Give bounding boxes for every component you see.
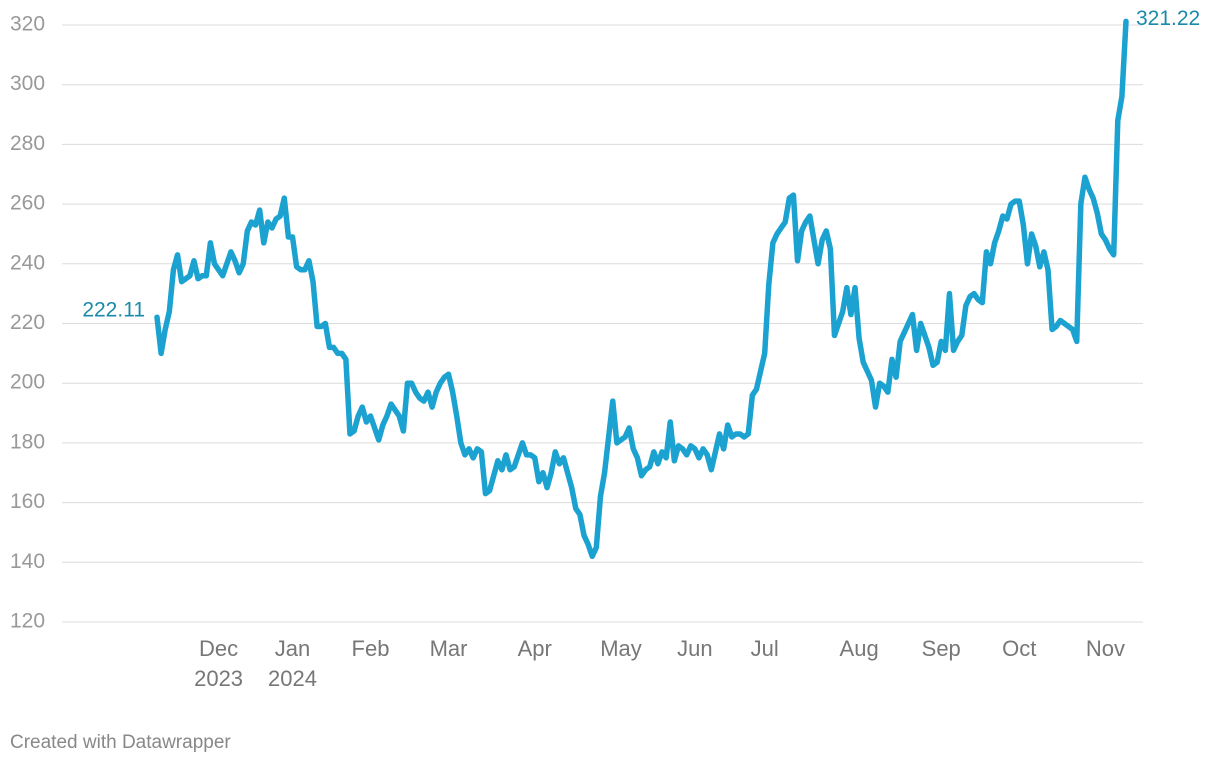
value-label: 222.11	[82, 299, 145, 322]
x-tick-label: Dec 2023	[194, 636, 244, 691]
y-tick-label: 300	[10, 72, 45, 95]
x-tick-label: Jun	[677, 636, 713, 661]
x-tick-label: Jan 2024	[268, 636, 317, 691]
x-tick-label: May	[600, 636, 642, 661]
x-tick-label: Mar	[429, 636, 468, 661]
value-label: 321.22	[1136, 7, 1200, 30]
x-tick-label: Jul	[750, 636, 779, 661]
y-tick-label: 320	[10, 13, 45, 36]
y-tick-label: 240	[10, 251, 45, 274]
x-tick-label: Sep	[921, 636, 961, 661]
y-tick-label: 120	[10, 610, 45, 633]
y-tick-label: 220	[10, 311, 45, 334]
x-tick-label: Feb	[351, 636, 390, 661]
y-tick-label: 200	[10, 371, 45, 394]
x-tick-label: Nov	[1085, 636, 1126, 661]
plot-area: 120 140 160 180 200 220 240 260 280 300 320 222.11 3…	[10, 7, 1200, 633]
footer: Created with Datawrapper	[10, 732, 231, 753]
x-tick-label: Apr	[517, 636, 552, 661]
y-tick-label: 160	[10, 490, 45, 513]
y-tick-label: 280	[10, 132, 45, 155]
y-tick-label: 260	[10, 192, 45, 215]
x-tick-label: Oct	[1002, 636, 1037, 661]
x-tick-label: Aug	[839, 636, 879, 661]
y-tick-label: 180	[10, 430, 45, 453]
y-tick-label: 140	[10, 550, 45, 573]
line	[154, 18, 1129, 560]
